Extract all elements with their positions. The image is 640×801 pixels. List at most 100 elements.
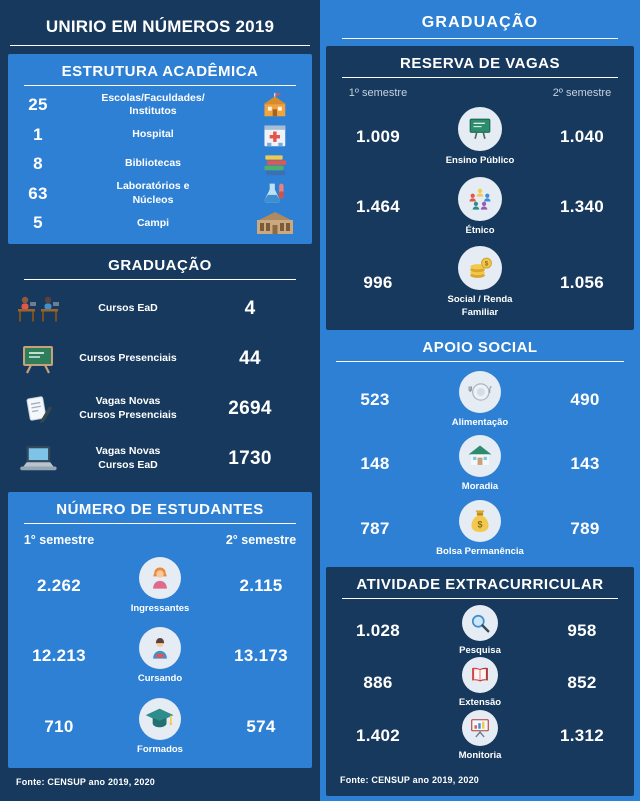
stat-label: Étnico [465,224,495,236]
semester-1-value: 1.009 [355,127,401,147]
divider [342,76,618,78]
stat-value: 8 [33,153,43,173]
stat-rows: 2.262 Ingressantes 2.115 [8,547,312,768]
laptop-icon [19,446,57,471]
icon-cell [8,294,68,324]
stat-label: Cursos EaD [98,302,158,315]
icon-cell: Ingressantes [104,556,216,615]
stat-value: 2694 [228,398,272,419]
semester-2-label: 2º semestre [552,86,612,99]
stat-row: 2.262 Ingressantes 2.115 [14,556,306,615]
stat-label: Moradia [461,481,499,493]
stat-row: 523 Alimentação 490 [326,370,634,429]
stat-rows: Cursos EaD 4 Cursos Presenciais 44 [8,282,312,492]
icon-circle [139,627,181,670]
stat-row: 1.464 Étnico 1. [332,176,628,237]
left-footer: Fonte: CENSUP ano 2019, 2020 [0,768,320,801]
graduation-cap-icon [146,708,174,727]
stat-value: 1730 [228,448,272,469]
stat-row: 25 Escolas/Faculdades/ Institutos [14,92,306,119]
semester-1-value: 1.402 [355,725,401,745]
atividade-extracurricular-panel: ATIVIDADE EXTRACURRICULAR 1.028 Pesquisa [326,566,634,796]
icon-cell: Ensino Público [424,107,536,167]
student-books-icon [153,638,167,659]
icon-circle [459,435,501,478]
stat-label: Laboratórios e Núcleos [116,180,190,206]
stat-label: Pesquisa [459,644,501,656]
semester-1-label: 1º semestre [348,86,408,99]
stat-label: Ingressantes [130,602,190,614]
stat-value: 25 [28,95,48,115]
graduacao-left-section: GRADUAÇÃO Cursos EaD [0,244,320,492]
divider [342,37,618,39]
stat-label: Ensino Público [445,155,515,167]
stat-row: Vagas Novas Cursos Presenciais 2694 [8,394,312,424]
icon-cell [8,344,68,374]
stat-label: Bibliotecas [124,157,182,170]
stat-label: Extensão [458,697,502,709]
stat-row: Cursos Presenciais 44 [8,344,312,374]
icon-cell: $ Social / Renda Familiar [424,246,536,319]
stat-value: 63 [28,183,48,203]
stat-row: 1 Hospital [14,122,306,148]
icon-circle [458,176,502,221]
section-title: ESTRUTURA ACADÊMICA [61,63,259,80]
left-header: UNIRIO EM NÚMEROS 2019 [0,0,320,54]
open-book-icon [472,668,488,682]
stat-row: 8 Bibliotecas [14,151,306,177]
school-icon [263,93,287,117]
stat-row: 148 Moradia 143 [326,435,634,493]
semester-header: 1º semestre 2º semestre [326,80,634,99]
stat-row: 5 Campi [14,210,306,236]
food-plate-icon [468,382,492,401]
semester-2-value: 1.040 [559,127,605,147]
semester-1-label: 1° semestre [23,533,95,547]
stat-row: 710 Formados 574 [14,697,306,756]
icon-circle: $ [458,246,502,291]
semester-1-value: 148 [360,454,390,474]
stat-label: Social / Renda Familiar [447,294,513,318]
stat-row: 12.213 Cursando 13.173 [14,627,306,685]
divider [24,279,296,280]
chalkboard-icon [23,346,53,374]
svg-text:$: $ [485,261,489,268]
semester-1-value: 886 [363,673,393,693]
icon-cell [244,210,306,236]
page-title: UNIRIO EM NÚMEROS 2019 [45,17,275,36]
icon-circle [462,604,498,641]
ethnic-group-icon [469,188,491,210]
stat-row: 1.028 Pesquisa 958 [332,604,628,657]
stat-label: Cursos Presenciais [79,352,177,365]
apoio-social-section: APOIO SOCIAL 523 Ali [320,330,640,567]
semester-2-value: 1.056 [559,272,605,292]
icon-cell [244,122,306,148]
numero-de-estudantes-panel: NÚMERO DE ESTUDANTES 1° semestre 2° seme… [8,492,312,768]
icon-cell [244,92,306,118]
stat-row: 1.402 Monitoria [332,709,628,762]
semester-1-value: 12.213 [32,646,86,666]
stat-value: 44 [239,348,261,369]
right-footer: Fonte: CENSUP ano 2019, 2020 [326,768,634,796]
divider [24,523,296,524]
stat-label: Formados [137,743,183,755]
section-title: APOIO SOCIAL [422,338,538,356]
stat-value: 1 [33,124,43,144]
semester-2-value: 1.312 [559,725,605,745]
semester-2-label: 2° semestre [225,533,297,547]
notebook-pen-icon [26,396,53,424]
presentation-board-icon [471,718,489,738]
semester-2-value: 143 [570,454,600,474]
public-school-board-icon [469,118,491,140]
semester-2-value: 2.115 [239,576,283,596]
right-header: GRADUAÇÃO [320,0,640,46]
divider [24,85,296,86]
hospital-icon [264,125,286,147]
icon-cell: Pesquisa [424,604,536,657]
icon-circle [462,657,498,694]
reserva-de-vagas-panel: RESERVA DE VAGAS 1º semestre 2º semestre… [326,45,634,330]
divider [10,45,310,46]
magnifier-icon [471,614,490,633]
stat-label: Monitoria [458,749,502,761]
semester-1-value: 1.464 [355,196,401,216]
